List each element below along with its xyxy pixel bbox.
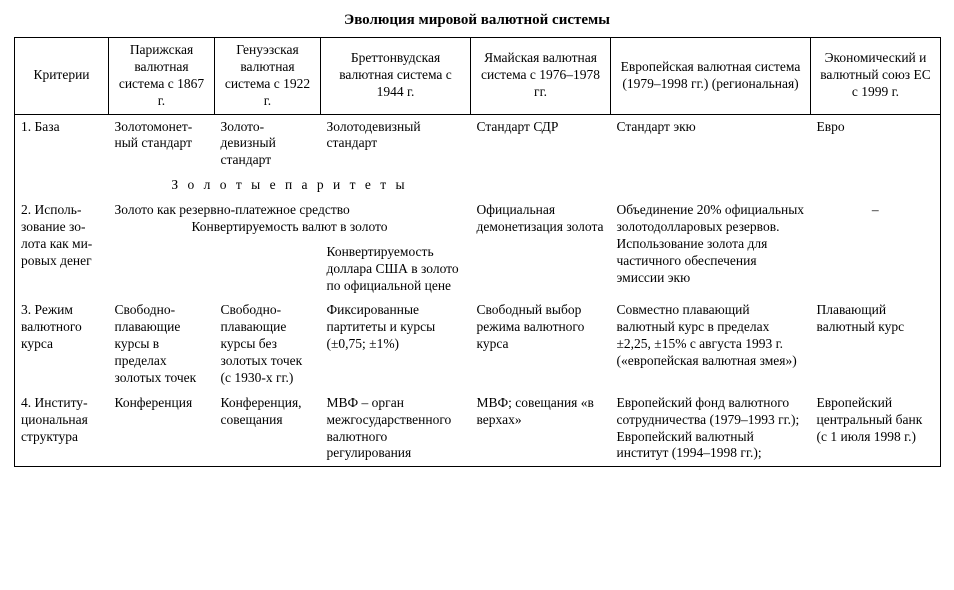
- col-jamaica: Ямайская валют­ная система с 1976–1978 г…: [471, 38, 611, 115]
- col-european: Европейская валютная система (1979–1998 …: [611, 38, 811, 115]
- row4-bretton: МВФ – орган межгосударствен­ного валютно…: [321, 391, 471, 467]
- empty-cell: [471, 173, 611, 198]
- row4-paris: Конференция: [109, 391, 215, 467]
- row3-european: Совместно плавающий валютный курс в пред…: [611, 298, 811, 390]
- row4-label: 4. Институ­циональная структура: [15, 391, 109, 467]
- table-header-row: Критерии Парижская валютная система с 18…: [15, 38, 941, 115]
- row1-genoa: Золото-девизный стандарт: [215, 114, 321, 173]
- row2-jamaica: Официальная демонетизация золота: [471, 198, 611, 298]
- row1-bretton: Золотодевизный стандарт: [321, 114, 471, 173]
- row4-genoa: Конферен­ция, сове­щания: [215, 391, 321, 467]
- gold-parities-text: З о л о т ы е п а р и т е т ы: [171, 177, 407, 192]
- row1-jamaica: Стандарт СДР: [471, 114, 611, 173]
- col-paris: Парижская валютная система с 1867 г.: [109, 38, 215, 115]
- col-emu: Экономический и валютный союз ЕС с 1999 …: [811, 38, 941, 115]
- row2-european: Объединение 20% офици­альных золотодолла…: [611, 198, 811, 298]
- row1-paris: Золотомонет­ный стандарт: [109, 114, 215, 173]
- table-row: 4. Институ­циональная структура Конферен…: [15, 391, 941, 467]
- row2-gold-reserve: Золото как резервно-платежное средство К…: [109, 198, 471, 240]
- table-row: 1. База Золотомонет­ный стандарт Золото-…: [15, 114, 941, 173]
- row3-paris: Свободно-плавающие курсы в пределах золо…: [109, 298, 215, 390]
- col-genoa: Генуэзская валютная система с 1922 г.: [215, 38, 321, 115]
- row4-emu: Европейский центральный банк (с 1 июля 1…: [811, 391, 941, 467]
- row3-bretton: Фиксированные партитеты и курсы (±0,75; …: [321, 298, 471, 390]
- empty-cell: [109, 240, 215, 299]
- row4-european: Европейский фонд валютного сотрудничес­т…: [611, 391, 811, 467]
- empty-cell: [811, 173, 941, 198]
- row1-emu: Евро: [811, 114, 941, 173]
- page-title: Эволюция мировой валютной системы: [14, 12, 940, 29]
- gold-parities-heading: З о л о т ы е п а р и т е т ы: [109, 173, 471, 198]
- table-row: 3. Режим валютного курса Свободно-плаваю…: [15, 298, 941, 390]
- row2-emu: –: [811, 198, 941, 298]
- col-criteria: Критерии: [15, 38, 109, 115]
- row1-european: Стандарт экю: [611, 114, 811, 173]
- empty-cell: [611, 173, 811, 198]
- empty-cell: [215, 240, 321, 299]
- table-row: З о л о т ы е п а р и т е т ы: [15, 173, 941, 198]
- row2-gold-line2: Конвертируемость валют в золото: [115, 219, 465, 236]
- row2-label: 2. Исполь­зование зо­лота как ми­ровых д…: [15, 198, 109, 298]
- row1-label: 1. База: [15, 114, 109, 173]
- monetary-systems-table: Критерии Парижская валютная система с 18…: [14, 37, 941, 467]
- table-row: 2. Исполь­зование зо­лота как ми­ровых д…: [15, 198, 941, 240]
- row3-jamaica: Свободный вы­бор режима ва­лютного курса: [471, 298, 611, 390]
- row4-jamaica: МВФ; совеща­ния «в верхах»: [471, 391, 611, 467]
- row2-bretton-extra: Конвертируемость доллара США в зо­лото п…: [321, 240, 471, 299]
- row3-emu: Плавающий валютный курс: [811, 298, 941, 390]
- col-bretton: Бреттонвудская валютная система с 1944 г…: [321, 38, 471, 115]
- row2-gold-line1: Золото как резервно-платежное средство: [115, 202, 465, 219]
- empty-cell: [15, 173, 109, 198]
- row3-genoa: Свободно-плавающие курсы без золотых точ…: [215, 298, 321, 390]
- row3-label: 3. Режим валютного курса: [15, 298, 109, 390]
